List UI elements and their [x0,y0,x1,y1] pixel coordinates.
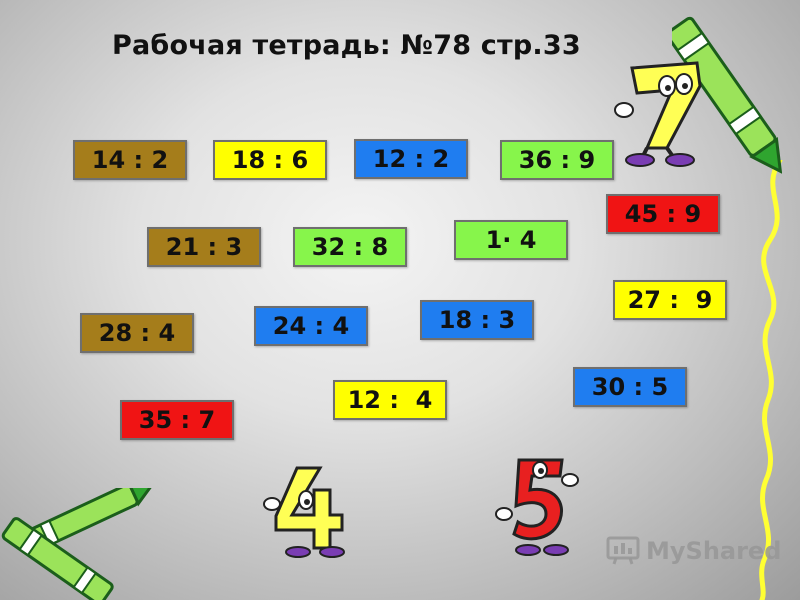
example-card: 36 : 9 [500,140,614,180]
green-crayons-icon [1,488,155,600]
example-card: 14 : 2 [73,140,187,180]
example-card: 18 : 3 [420,300,534,340]
example-card: 12 : 2 [354,139,468,179]
green-crayon-icon [672,16,782,174]
example-card: 45 : 9 [606,194,720,234]
example-card: 35 : 7 [120,400,234,440]
example-card: 21 : 3 [147,227,261,267]
number-four-character-icon [263,466,345,558]
example-card: 12 : 4 [333,380,447,420]
page-title: Рабочая тетрадь: №78 стр.33 [112,30,581,61]
example-card: 27 : 9 [613,280,727,320]
myshared-logo-icon [606,536,640,565]
example-card: 18 : 6 [213,140,327,180]
example-card: 32 : 8 [293,227,407,267]
example-card: 28 : 4 [80,313,194,353]
example-card: 1· 4 [454,220,568,260]
number-seven-character-icon [614,61,702,167]
watermark-text: MyShared [646,537,782,565]
yellow-wavy-line-icon [759,160,783,600]
watermark: MyShared [606,536,781,566]
example-card: 24 : 4 [254,306,368,346]
number-five-character-icon [495,458,579,556]
example-card: 30 : 5 [573,367,687,407]
